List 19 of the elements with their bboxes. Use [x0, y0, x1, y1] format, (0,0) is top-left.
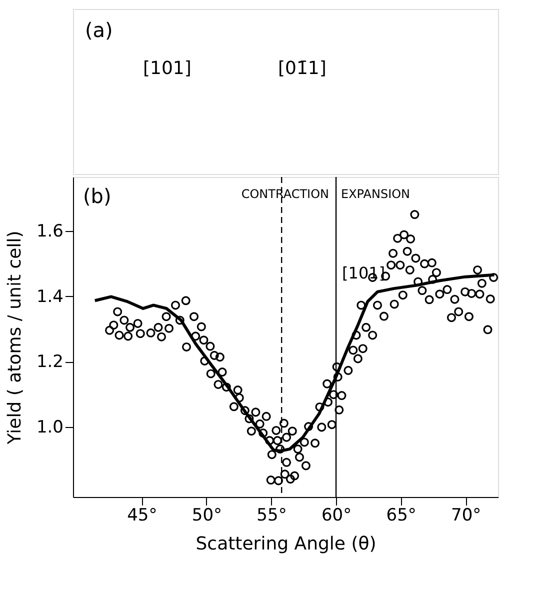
x-tick-label: 55° — [256, 506, 287, 526]
annotation: EXPANSION — [341, 187, 410, 201]
y-tick-label: 1.0 — [36, 417, 64, 438]
x-tick-label: 65° — [386, 506, 416, 526]
x-axis-title: Scattering Angle (θ) — [196, 534, 376, 554]
annotation: [101] — [342, 264, 386, 283]
y-axis-title: Yield ( atoms / unit cell) — [4, 230, 26, 446]
y-tick-label: 1.2 — [36, 352, 64, 372]
text: [101] — [143, 58, 192, 79]
annotation: CONTRACTION — [241, 187, 329, 201]
y-tick-label: 1.4 — [36, 286, 64, 307]
x-tick-label: 70° — [451, 506, 482, 526]
x-tick-label: 50° — [192, 506, 222, 526]
y-tick-label: 1.6 — [36, 222, 64, 242]
x-tick-label: 60° — [321, 506, 352, 526]
text: [01̄1] — [278, 58, 326, 79]
text: (a) — [85, 18, 113, 42]
x-tick-label: 45° — [127, 506, 158, 526]
annotation: (b) — [83, 184, 112, 208]
